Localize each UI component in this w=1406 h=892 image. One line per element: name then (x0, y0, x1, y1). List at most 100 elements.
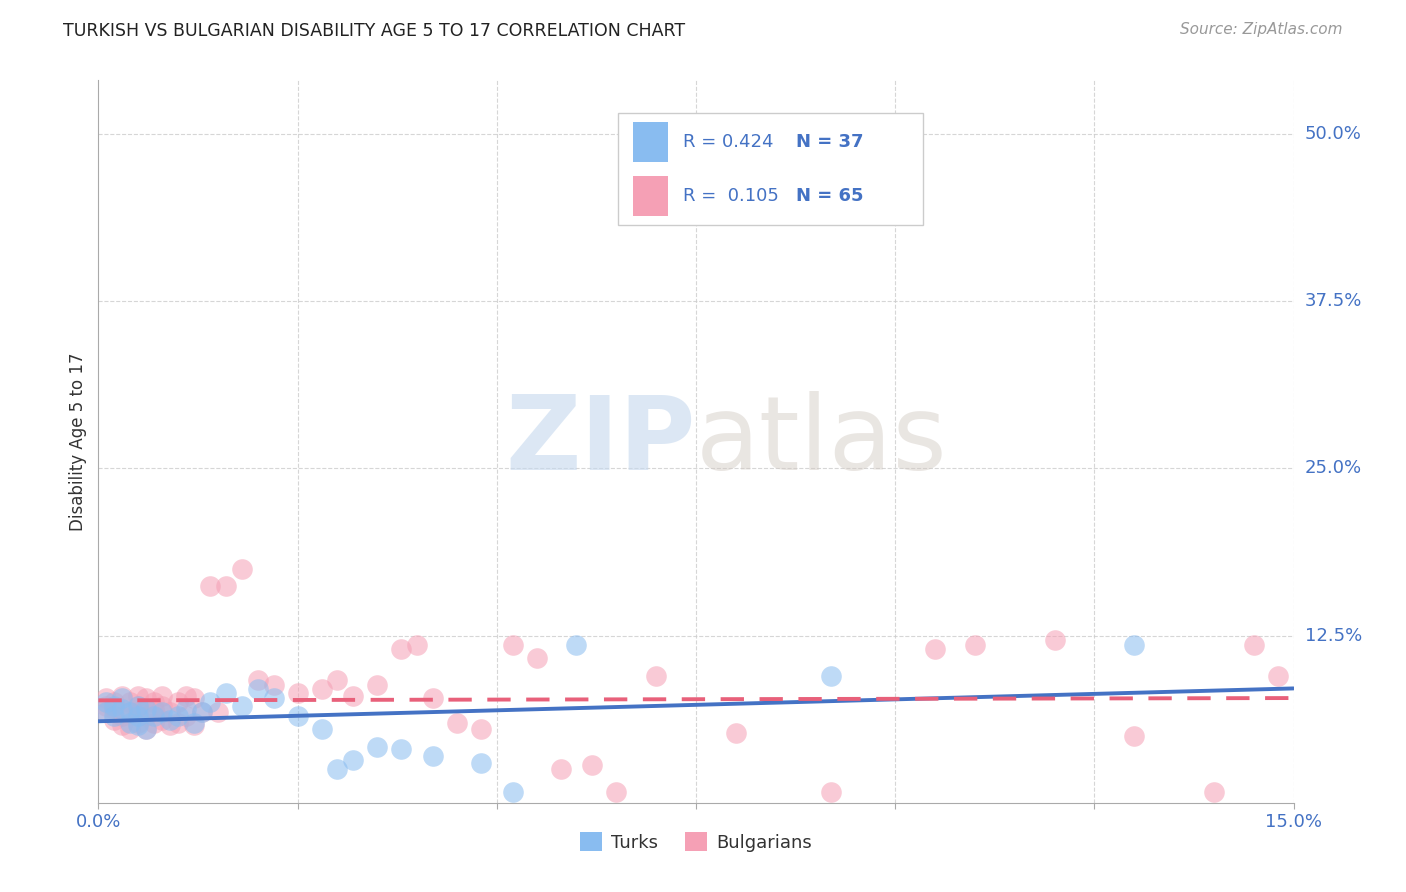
Point (120, 705, 142, 719)
Point (198, 579, 221, 593)
Point (167, 696, 190, 710)
Point (389, 742, 412, 756)
Point (342, 689, 364, 703)
Point (820, 785, 842, 799)
Point (111, 708, 134, 723)
Bar (633, 176, 668, 216)
Point (287, 686, 309, 700)
Point (150, 689, 173, 703)
Text: N = 37: N = 37 (796, 133, 863, 151)
Point (150, 713, 173, 727)
Point (605, 785, 627, 799)
Point (1123, 638, 1146, 652)
Point (174, 689, 197, 703)
Text: R = 0.424: R = 0.424 (683, 133, 773, 151)
Point (127, 718, 149, 732)
Point (470, 756, 492, 770)
Point (326, 762, 349, 776)
Point (183, 715, 205, 730)
Point (174, 702, 197, 716)
Text: N = 65: N = 65 (796, 187, 863, 205)
Point (231, 699, 253, 714)
Point (422, 749, 444, 764)
Point (502, 638, 524, 652)
Point (287, 708, 309, 723)
Point (159, 718, 181, 732)
Point (120, 723, 142, 737)
Point (215, 579, 238, 593)
Point (366, 739, 388, 754)
Point (526, 651, 548, 665)
Point (246, 681, 269, 696)
Point (135, 702, 157, 716)
Point (645, 669, 668, 683)
Point (143, 715, 166, 730)
Point (207, 705, 229, 719)
Point (143, 696, 166, 710)
Point (143, 702, 166, 716)
Point (215, 686, 238, 700)
Point (174, 708, 197, 723)
Point (111, 702, 134, 716)
Point (103, 708, 125, 723)
Point (1043, 632, 1066, 647)
Point (159, 713, 181, 727)
Point (127, 689, 149, 703)
Point (103, 702, 125, 716)
Point (96, 691, 118, 706)
Point (120, 715, 142, 730)
Point (150, 699, 173, 714)
Text: 50.0%: 50.0% (1305, 125, 1361, 143)
Point (103, 713, 125, 727)
Point (96, 696, 118, 710)
Point (263, 691, 285, 706)
Point (326, 673, 349, 687)
Point (581, 758, 603, 772)
Point (963, 638, 986, 652)
Point (103, 696, 125, 710)
Point (127, 705, 149, 719)
Point (103, 699, 125, 714)
Point (111, 718, 134, 732)
Text: atlas: atlas (696, 391, 948, 492)
Text: 37.5%: 37.5% (1305, 292, 1362, 310)
Point (924, 642, 946, 657)
Point (150, 705, 173, 719)
Point (159, 705, 181, 719)
Point (565, 638, 588, 652)
Point (135, 691, 157, 706)
Point (135, 723, 157, 737)
Text: TURKISH VS BULGARIAN DISABILITY AGE 5 TO 17 CORRELATION CHART: TURKISH VS BULGARIAN DISABILITY AGE 5 TO… (63, 22, 685, 40)
Point (1243, 638, 1265, 652)
Point (311, 723, 333, 737)
Point (135, 723, 157, 737)
Point (422, 691, 444, 706)
Point (120, 696, 142, 710)
Point (127, 708, 149, 723)
Point (127, 715, 149, 730)
Point (191, 705, 214, 719)
Point (96, 705, 118, 719)
Point (183, 718, 205, 732)
Point (502, 785, 524, 799)
Legend: Turks, Bulgarians: Turks, Bulgarians (574, 825, 818, 859)
FancyBboxPatch shape (619, 112, 922, 225)
Point (246, 673, 269, 687)
Point (167, 715, 190, 730)
Point (127, 699, 149, 714)
Point (120, 705, 142, 719)
Point (111, 689, 134, 703)
Point (167, 708, 190, 723)
Point (446, 715, 468, 730)
Point (366, 678, 388, 692)
Point (96, 699, 118, 714)
Text: Source: ZipAtlas.com: Source: ZipAtlas.com (1180, 22, 1343, 37)
Y-axis label: Disability Age 5 to 17: Disability Age 5 to 17 (69, 352, 87, 531)
Point (311, 681, 333, 696)
Point (550, 762, 572, 776)
Point (1267, 669, 1289, 683)
Point (263, 678, 285, 692)
Point (111, 691, 134, 706)
Point (127, 699, 149, 714)
Text: ZIP: ZIP (506, 391, 696, 492)
